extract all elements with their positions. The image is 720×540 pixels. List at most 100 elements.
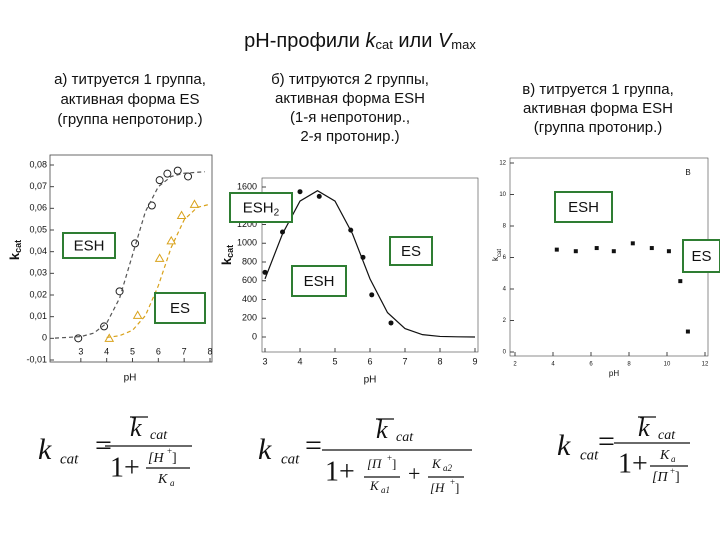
x-tick-label: 2 — [513, 362, 517, 368]
data-point — [100, 322, 109, 331]
formula-part: cat — [150, 428, 168, 443]
formula-part: ] — [172, 451, 177, 466]
y-axis-label-main: k — [7, 252, 22, 260]
formula-part: cat — [281, 451, 300, 467]
data-point — [649, 246, 654, 251]
formula-part: a2 — [443, 463, 453, 473]
panel-caption: 2-я протонир.) — [300, 128, 399, 145]
formula-part: k — [638, 413, 650, 442]
x-tick-label: 9 — [472, 356, 477, 366]
data-point — [176, 210, 187, 219]
annotation: ESH2 — [243, 199, 280, 218]
y-tick-label: 4 — [503, 287, 507, 293]
data-point — [678, 279, 683, 284]
y-tick-label: -0,01 — [26, 354, 47, 364]
formula-part: cat — [396, 430, 414, 445]
x-tick-label: 3 — [262, 356, 267, 366]
y-axis-label: kcat — [219, 245, 235, 265]
data-point — [74, 334, 83, 343]
data-point — [115, 287, 124, 296]
formula-part: 1+ — [618, 448, 648, 479]
formula-part: K — [659, 448, 670, 463]
annotation-text: ESH — [304, 273, 335, 290]
data-point — [163, 169, 172, 178]
x-tick-label: 12 — [702, 362, 709, 368]
formula-part: [H — [148, 451, 164, 466]
formula-part: K — [369, 478, 380, 493]
panel-caption: активная форма ES — [60, 91, 199, 108]
annotation-text: ESH — [568, 199, 599, 216]
y-axis-label: kcat — [491, 249, 502, 261]
fit-curve — [264, 190, 476, 338]
data-point — [184, 172, 193, 181]
formula-part: cat — [658, 428, 676, 443]
data-point — [297, 189, 303, 195]
panel-caption: в) титруется 1 группа, — [522, 81, 674, 98]
title-k: k — [365, 30, 376, 52]
data-point — [369, 292, 375, 298]
y-axis-label-main: k — [491, 256, 500, 261]
x-tick-label: 8 — [437, 356, 442, 366]
formula-part: = — [95, 429, 112, 462]
annotation-text: ESH — [74, 237, 105, 254]
panel-caption: (1-я непротонир., — [290, 109, 410, 126]
x-tick-label: 6 — [367, 356, 372, 366]
formula-part: ] — [455, 480, 459, 495]
y-axis-label-main: k — [219, 257, 234, 265]
formula-part: cat — [60, 451, 79, 467]
panel-caption: активная форма ESH — [523, 100, 673, 117]
data-point — [630, 241, 635, 246]
data-point — [155, 176, 164, 185]
formula-part: K — [431, 456, 442, 471]
formula-part: ] — [675, 470, 680, 485]
annotation: ES — [691, 248, 711, 265]
formula-part: [H — [430, 480, 445, 495]
formula-part: 1+ — [325, 456, 355, 487]
formula-part: cat — [580, 447, 599, 463]
title-v: V — [438, 30, 453, 52]
annotation-box — [62, 232, 116, 259]
x-tick-label: 8 — [207, 346, 212, 356]
annotation-box — [389, 236, 433, 266]
title-text: pH-профили — [244, 30, 365, 52]
y-tick-label: 0,05 — [29, 224, 47, 234]
annotation-box — [154, 292, 206, 324]
annotation: ESH — [74, 237, 105, 254]
formula-part: + — [670, 466, 675, 476]
annotation: ES — [170, 300, 190, 317]
data-point — [131, 239, 140, 248]
data-point — [173, 166, 182, 175]
formula-part: + — [450, 477, 455, 487]
formula-part: k — [557, 429, 571, 462]
data-point — [611, 249, 616, 254]
data-point — [262, 269, 268, 275]
y-axis-label: kcat — [7, 240, 23, 260]
y-tick-label: 6 — [503, 255, 507, 261]
formula-part: a — [170, 478, 175, 488]
plot-frame — [509, 157, 709, 357]
title-sub: cat — [375, 37, 393, 52]
x-axis-label: pH — [124, 373, 137, 384]
y-axis-label-sub: cat — [13, 240, 23, 253]
x-tick-label: 6 — [589, 362, 593, 368]
x-tick-label: 3 — [78, 346, 83, 356]
x-tick-label: 4 — [297, 356, 302, 366]
formula-part: a1 — [381, 485, 390, 495]
annotation-text: В — [685, 168, 690, 177]
y-tick-label: 12 — [499, 161, 506, 167]
y-tick-label: 2 — [503, 318, 507, 324]
y-tick-label: 8 — [503, 224, 507, 230]
y-axis-label-sub: cat — [497, 249, 503, 257]
annotation: ESH — [304, 273, 335, 290]
title-sub: max — [451, 37, 476, 52]
formula-part: 1+ — [110, 452, 140, 483]
x-tick-label: 6 — [156, 346, 161, 356]
formula-part: k — [130, 413, 142, 442]
formula-part: ] — [392, 456, 396, 471]
x-tick-label: 5 — [130, 346, 135, 356]
formula-part: [Π — [652, 470, 668, 485]
data-point — [685, 329, 690, 334]
data-point — [594, 246, 599, 251]
x-axis-label: pH — [364, 375, 377, 386]
